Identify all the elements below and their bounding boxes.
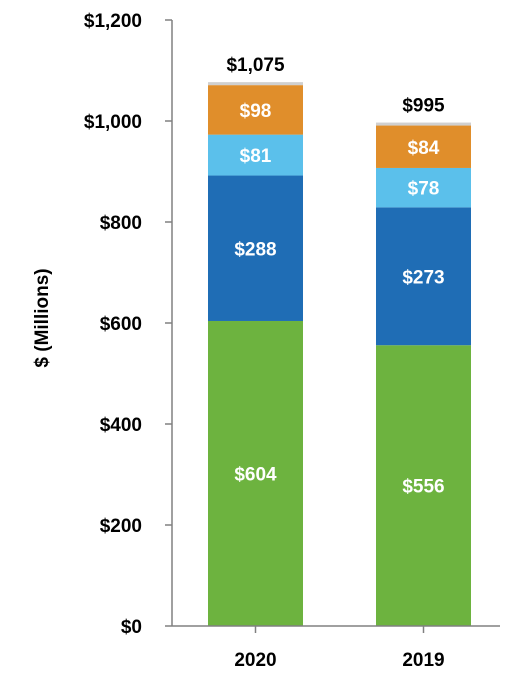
bar-segment-label: $288 [234, 239, 276, 260]
bar-segment-label: $604 [234, 464, 277, 485]
x-category-label: 2019 [402, 650, 444, 671]
x-category-label: 2020 [234, 650, 276, 671]
x-axis: 2020 2019 [172, 625, 500, 671]
bar-segment [376, 125, 471, 168]
bar-total-label: $1,075 [226, 55, 285, 76]
bar-top-cap [208, 82, 303, 86]
bar-segment [208, 134, 303, 176]
bar-segment [376, 167, 471, 208]
bar-top-cap [376, 122, 471, 126]
y-tick-label: $0 [121, 617, 142, 638]
y-tick-label: $400 [100, 415, 142, 436]
bar-segment-label: $81 [240, 146, 272, 167]
y-tick-label: $600 [100, 314, 142, 335]
bar-segment-label: $78 [408, 179, 440, 200]
bar-segment-label: $556 [402, 477, 444, 498]
bar-segment [208, 320, 303, 626]
bar-segment [208, 85, 303, 135]
bar-segment-label: $98 [240, 101, 272, 122]
bars: $604 $288 $81 $98 $1,075 $556 $273 $78 $84 $995 [208, 55, 471, 626]
bar-total-label: $995 [402, 96, 445, 117]
bar-segment-label: $273 [402, 267, 444, 288]
y-tick-label: $800 [100, 213, 142, 234]
y-tick-label: $1,000 [84, 112, 142, 133]
y-axis-label: $ (Millions) [32, 268, 53, 367]
bar-segment-label: $84 [408, 138, 440, 159]
y-axis: $0 $200 $400 $600 $800 $1,000 $1,200 [84, 11, 173, 638]
bar-segment [208, 175, 303, 321]
y-tick-label: $1,200 [84, 11, 142, 32]
y-tick-label: $200 [100, 516, 142, 537]
bar-segment [376, 345, 471, 626]
bar-segment [376, 207, 471, 346]
